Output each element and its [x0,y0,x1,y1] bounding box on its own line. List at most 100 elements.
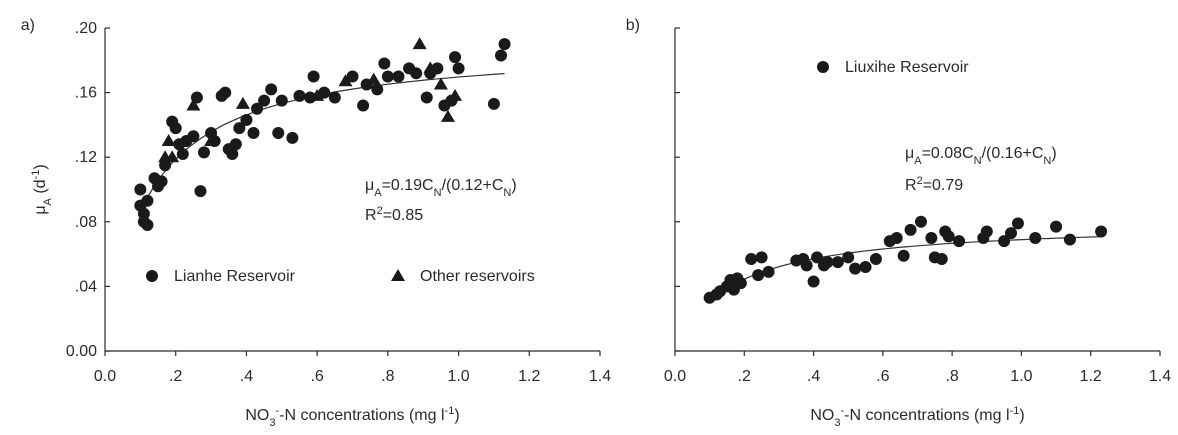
text-part: μ [905,145,914,162]
y-axis-label: μA (d-1) [30,164,54,214]
data-point [914,215,927,228]
data-point [849,262,862,275]
data-point [1005,227,1018,240]
data-point [392,70,405,83]
data-point [433,77,448,90]
data-point [134,183,147,196]
text-part: /(0.12+C [442,177,504,194]
text-part: A [42,197,54,205]
legend-marker [817,61,829,73]
data-point [1095,225,1108,238]
data-point [307,70,320,83]
text-part: ) [454,407,459,424]
x-tick-label: .8 [945,368,958,385]
r-squared: R2=0.79 [905,175,963,194]
data-point [925,231,938,244]
data-point [998,235,1011,248]
text-part: (d [32,179,49,198]
x-tick-label: 1.4 [1149,368,1171,385]
data-point [286,131,299,144]
data-point [318,86,331,99]
x-tick-label: .4 [807,368,820,385]
data-point [935,252,948,265]
y-tick-label: .20 [75,20,97,37]
data-point [159,159,172,172]
data-point [346,70,359,83]
data-point [762,265,775,278]
x-tick-label: 1.0 [1010,368,1032,385]
x-axis-label: NO3--N concentrations (mg l-1) [245,405,459,429]
y-tick-label: .08 [75,214,97,231]
text-part: ) [1051,145,1056,162]
data-point [495,49,507,62]
text-part: A [914,155,922,167]
data-point [831,256,844,269]
data-point [186,98,201,111]
data-point [755,251,768,264]
x-tick-label: 1.2 [1080,368,1102,385]
data-point [338,74,353,87]
text-part: 3 [834,417,840,429]
data-point [366,72,381,85]
panel-label: b) [626,17,640,34]
text-part: - [840,405,844,417]
data-point [265,83,278,96]
equation: μA=0.19CN/(0.12+CN) [365,177,517,199]
x-tick-label: 1.4 [589,368,611,385]
data-point [247,126,260,139]
data-point [141,219,154,232]
data-point [807,275,820,288]
text-part: NO [245,407,269,424]
data-point [487,97,500,110]
data-point [194,185,207,198]
text-part: N [434,187,442,199]
data-point [229,138,242,151]
data-point [745,252,758,265]
data-point [235,96,250,109]
data-point [176,147,189,160]
data-point [953,235,966,248]
data-point [942,230,955,243]
text-part: 2 [917,175,923,187]
data-point [449,51,462,64]
text-part: -1 [1010,405,1020,417]
text-part: ) [32,164,49,169]
x-tick-label: .2 [169,368,182,385]
text-part: -1 [30,170,42,180]
text-part: - [275,405,279,417]
data-point [452,62,465,75]
text-part: μ [365,177,374,194]
data-point [897,249,910,262]
data-point [226,147,239,160]
text-part: -N concentrations (mg l [279,407,444,424]
text-part: ) [511,177,516,194]
data-point [381,70,394,83]
legend-label: Other reservoirs [420,268,535,285]
panel-label: a) [21,17,35,34]
data-point [275,94,288,107]
data-point [378,57,391,70]
data-point [904,223,917,236]
data-point [155,175,168,188]
text-part: N [503,187,511,199]
data-point [165,150,180,163]
data-point [310,88,325,101]
data-point [890,231,903,244]
x-tick-label: 1.0 [447,368,469,385]
data-point [169,122,182,135]
text-part: N [974,155,982,167]
text-part: μ [32,205,49,214]
x-tick-label: 0.0 [94,368,116,385]
y-tick-label: .16 [75,85,97,102]
x-tick-label: .8 [381,368,394,385]
y-tick-label: .12 [75,149,97,166]
x-axis-label: NO3--N concentrations (mg l-1) [810,405,1024,429]
data-point [198,146,210,159]
data-point [204,134,219,147]
data-point [980,225,993,238]
data-point [141,194,154,207]
data-point [811,251,824,264]
legend-marker [391,269,405,281]
data-point [420,91,433,104]
text-part: -N concentrations (mg l [844,407,1009,424]
